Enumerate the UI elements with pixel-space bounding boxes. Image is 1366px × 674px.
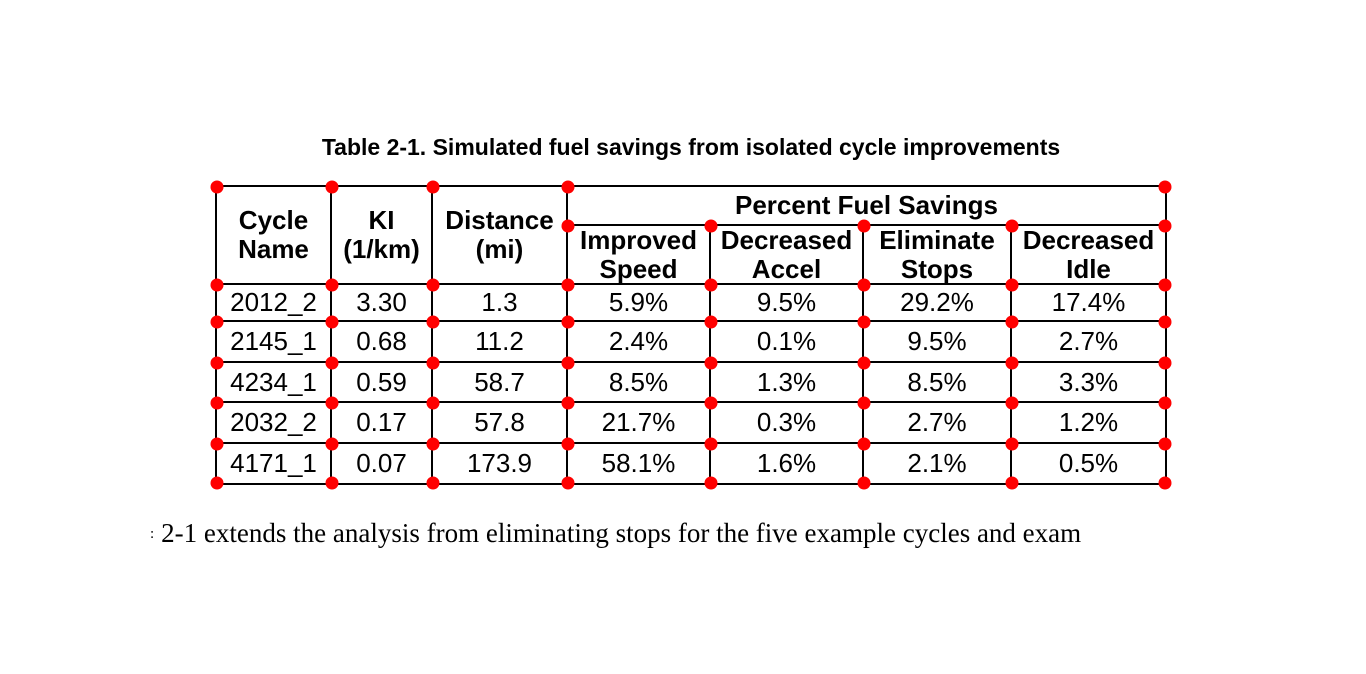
cell-decreased-idle: 17.4% [1012, 285, 1165, 322]
sub-header-improved-speed: Improved Speed [568, 226, 711, 285]
cell-cycle-name: 4171_1 [217, 444, 332, 483]
table-title: Table 2-1. Simulated fuel savings from i… [321, 134, 1061, 160]
sub-header-decreased-idle: Decreased Idle [1012, 226, 1165, 285]
cell-distance: 11.2 [433, 322, 568, 363]
cell-distance: 1.3 [433, 285, 568, 322]
cell-decreased-accel: 0.1% [711, 322, 864, 363]
cell-eliminate-stops: 2.7% [864, 403, 1012, 444]
sub-header-eliminate-stops: Eliminate Stops [864, 226, 1012, 285]
cell-improved-speed: 8.5% [568, 363, 711, 403]
cell-ki: 0.17 [332, 403, 433, 444]
cell-improved-speed: 2.4% [568, 322, 711, 363]
cell-eliminate-stops: 8.5% [864, 363, 1012, 403]
caption-fragment: : [150, 526, 156, 542]
cell-decreased-accel: 0.3% [711, 403, 864, 444]
cell-distance: 57.8 [433, 403, 568, 444]
cell-decreased-idle: 2.7% [1012, 322, 1165, 363]
cell-ki: 3.30 [332, 285, 433, 322]
cell-ki: 0.68 [332, 322, 433, 363]
cell-ki: 0.07 [332, 444, 433, 483]
body-text: 2-1 extends the analysis from eliminatin… [161, 518, 1082, 548]
cell-decreased-accel: 1.3% [711, 363, 864, 403]
cell-distance: 58.7 [433, 363, 568, 403]
cell-ki: 0.59 [332, 363, 433, 403]
cell-cycle-name: 2012_2 [217, 285, 332, 322]
cell-decreased-accel: 9.5% [711, 285, 864, 322]
cell-improved-speed: 5.9% [568, 285, 711, 322]
col-header-percent-fuel-savings: Percent Fuel Savings [568, 187, 1165, 226]
cell-eliminate-stops: 9.5% [864, 322, 1012, 363]
fuel-savings-table: Cycle Name KI (1/km) Distance (mi) Perce… [215, 185, 1167, 485]
col-header-ki: KI (1/km) [332, 187, 433, 285]
cell-eliminate-stops: 2.1% [864, 444, 1012, 483]
cell-cycle-name: 4234_1 [217, 363, 332, 403]
body-text-line: :2-1 extends the analysis from eliminati… [150, 516, 1330, 556]
cell-improved-speed: 58.1% [568, 444, 711, 483]
cell-cycle-name: 2032_2 [217, 403, 332, 444]
cell-improved-speed: 21.7% [568, 403, 711, 444]
cell-decreased-idle: 0.5% [1058, 448, 1119, 478]
cell-decreased-accel: 1.6% [711, 444, 864, 483]
cell-decreased-idle: 1.2% [1012, 403, 1165, 444]
cell-cycle-name: 2145_1 [217, 322, 332, 363]
cell-decreased-idle: 3.3% [1012, 363, 1165, 403]
sub-header-decreased-accel: Decreased Accel [711, 226, 864, 285]
col-header-distance: Distance (mi) [433, 187, 568, 285]
col-header-cycle-name: Cycle Name [217, 187, 332, 285]
cell-eliminate-stops: 29.2% [864, 285, 1012, 322]
cell-distance: 173.9 [433, 444, 568, 483]
